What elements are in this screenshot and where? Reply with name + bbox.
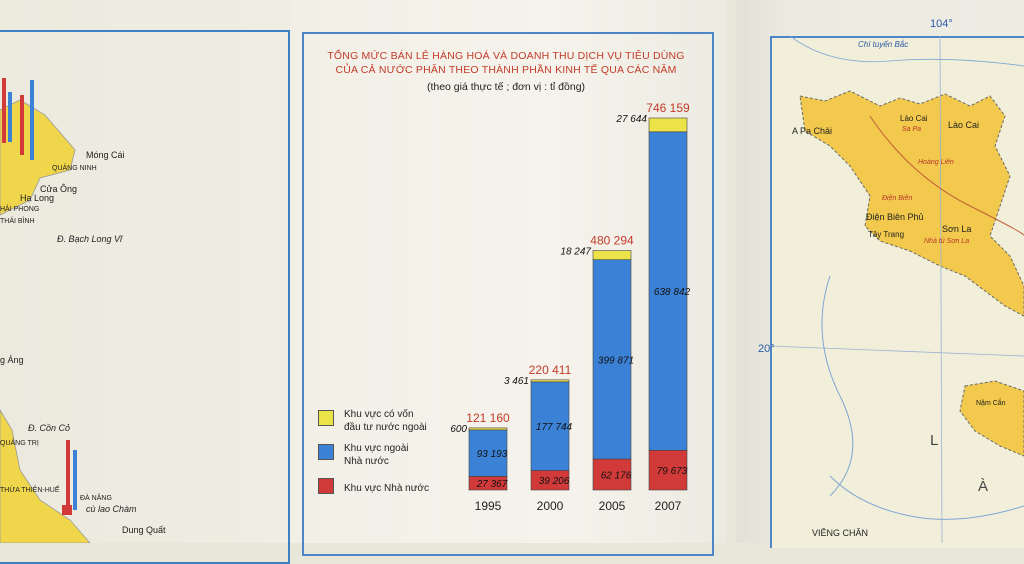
- map-label: QUẢNG TRỊ: [0, 440, 39, 447]
- map-label: Sa Pa: [902, 126, 922, 133]
- legend-label-line: Nhà nước: [344, 456, 389, 467]
- bar-segment: [648, 449, 688, 491]
- legend-label: Khu vực Nhà nước: [344, 482, 464, 495]
- map-label: Nậm Cắn: [976, 400, 1006, 407]
- map-label: Đ. Cồn Cỏ: [28, 423, 71, 433]
- legend-label-line: đầu tư nước ngoài: [344, 422, 427, 433]
- legend-label: Khu vực có vốn đầu tư nước ngoài: [344, 408, 464, 434]
- map-label: Hạ Long: [20, 193, 55, 203]
- map-label: Đ. Bạch Long Vĩ: [57, 234, 123, 244]
- bar-segment: [592, 250, 632, 260]
- data-label: 79 673: [657, 466, 688, 477]
- x-tick-label: 2007: [655, 499, 682, 513]
- x-tick-label: 1995: [475, 499, 502, 513]
- data-label: 93 193: [477, 449, 508, 460]
- bar-segment: [468, 427, 508, 431]
- map-label: Hoàng Liên: [918, 159, 954, 166]
- bar-segment: [648, 131, 688, 451]
- map-label: Chí tuyến Bắc: [858, 40, 909, 49]
- map-label: Móng Cái: [86, 150, 125, 160]
- data-label: 399 871: [598, 355, 634, 366]
- right-map-graphic: [770, 36, 1024, 543]
- map-label: THÁI BÌNH: [0, 218, 35, 225]
- map-label: VIÊNG CHĂN: [812, 528, 869, 538]
- map-label: Tây Trang: [868, 230, 905, 239]
- legend-label: Khu vực ngoài Nhà nước: [344, 442, 464, 468]
- legend-swatch: [318, 410, 334, 426]
- data-label: 18 247: [560, 247, 591, 258]
- legend-label-line: Khu vực ngoài: [344, 443, 409, 454]
- data-label: 177 744: [536, 422, 573, 433]
- data-label: 39 206: [539, 476, 570, 487]
- bar-segment: [648, 117, 688, 133]
- map-label: cù lao Chàm: [86, 504, 137, 514]
- map-label: Điện Biên: [882, 195, 913, 202]
- map-label: Cửa Ông: [40, 184, 78, 194]
- map-label: 104°: [930, 18, 953, 30]
- data-label: 62 176: [601, 471, 632, 482]
- bar-segment: [530, 379, 570, 383]
- bar-segment: [468, 429, 508, 477]
- map-label: Sơn La: [942, 224, 972, 234]
- map-label: Nhà tù Sơn La: [924, 238, 970, 245]
- map-label: À: [978, 478, 989, 495]
- legend-label-line: Khu vực Nhà nước: [344, 483, 429, 494]
- total-label: 121 160: [466, 411, 510, 425]
- chart-title: TỔNG MỨC BÁN LẺ HÀNG HOÁ VÀ DOANH THU DỊ…: [302, 49, 710, 77]
- chart-title-line: TỔNG MỨC BÁN LẺ HÀNG HOÁ VÀ DOANH THU DỊ…: [327, 50, 685, 62]
- map-label: THỪA THIÊN-HUẾ: [0, 487, 60, 494]
- map-label: HẢI PHÒNG: [0, 206, 40, 213]
- x-tick-label: 2005: [599, 499, 626, 513]
- data-label: 600: [450, 424, 467, 435]
- map-label: Lào Cai: [900, 114, 928, 123]
- total-label: 220 411: [529, 363, 572, 377]
- x-tick-label: 2000: [537, 499, 564, 513]
- bar-segment: [592, 458, 632, 491]
- map-label: QUẢNG NINH: [52, 165, 97, 172]
- chart-subtitle: (theo giá thực tế ; đơn vị : tỉ đồng): [426, 81, 586, 93]
- map-label: L: [930, 432, 939, 449]
- map-label: A Pa Chải: [792, 126, 833, 136]
- legend-swatch: [318, 444, 334, 460]
- map-label: ĐÀ NẴNG: [80, 495, 112, 502]
- data-label: 638 842: [654, 287, 691, 298]
- bar-segment: [592, 259, 632, 460]
- legend-swatch: [318, 478, 334, 494]
- total-label: 480 294: [590, 234, 634, 248]
- legend-label-line: Khu vực có vốn: [344, 409, 414, 420]
- map-label: 20°: [758, 343, 775, 355]
- chart-title-line: CỦA CẢ NƯỚC PHÂN THEO THÀNH PHẦN KINH TẾ…: [335, 64, 677, 76]
- data-label: 27 367: [476, 479, 508, 490]
- data-label: 3 461: [504, 376, 529, 387]
- left-page: [0, 0, 296, 543]
- total-label: 746 159: [646, 101, 690, 115]
- left-map-graphic: [0, 78, 91, 543]
- map-label: Dung Quất: [122, 525, 166, 535]
- bar-segment: [530, 381, 570, 471]
- map-label: Điện Biên Phủ: [866, 212, 924, 222]
- data-label: 27 644: [615, 114, 647, 125]
- map-label: Lào Cai: [948, 120, 980, 130]
- map-label: g Áng: [0, 355, 24, 365]
